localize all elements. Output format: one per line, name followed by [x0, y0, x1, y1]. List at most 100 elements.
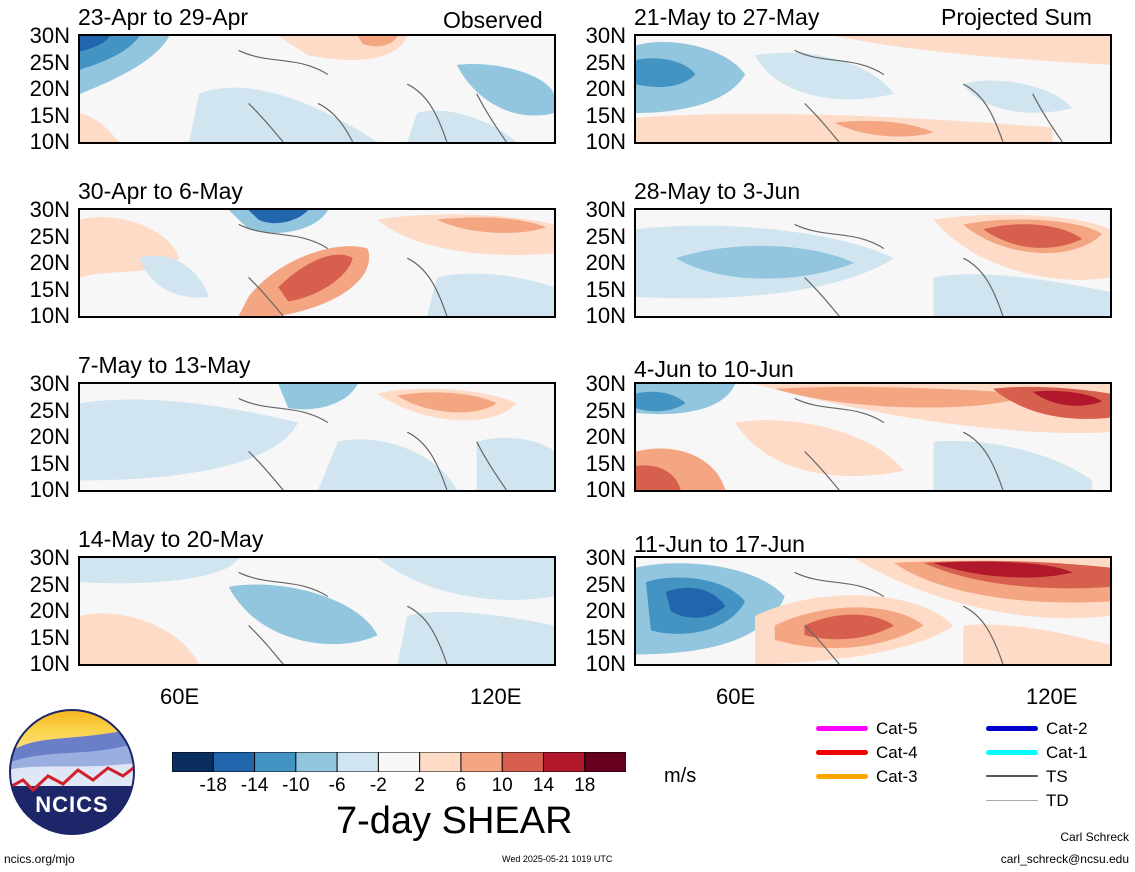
legend-label-ts: TS — [1046, 767, 1068, 786]
legend-label-cat-1: Cat-1 — [1046, 743, 1088, 762]
lat-label-left-4-10n: 10N — [29, 651, 70, 676]
colorbar-tick-label: 14 — [532, 775, 555, 796]
colorbar-tick-label: -18 — [199, 775, 227, 796]
lon-label-60e-right: 60E — [716, 684, 756, 709]
footer-author: Carl Schreck — [1060, 830, 1129, 844]
map-panel-right-4 — [634, 556, 1112, 666]
lat-label-left-2-10n: 10N — [29, 303, 70, 328]
legend-line-cat-5 — [816, 725, 868, 731]
lat-label-right-4-25n: 25N — [585, 571, 626, 597]
colorbar-swatch — [419, 751, 462, 773]
map-panel-right-2 — [634, 208, 1112, 318]
lat-label-right-2-25n: 25N — [585, 223, 626, 249]
colorbar-swatch — [542, 751, 586, 773]
lat-label-left-3-10n: 10N — [29, 477, 70, 502]
lat-label-right-3-20n: 20N — [585, 424, 626, 449]
colorbar-tick-label: 2 — [414, 775, 425, 796]
panel-title-left-4: 14-May to 20-May — [78, 526, 264, 552]
lat-label-left-3-25n: 25N — [29, 397, 70, 423]
map-panel-left-1 — [78, 34, 556, 144]
lat-label-right-4-10n: 10N — [585, 651, 626, 676]
panel-title-right-1: 21-May to 27-May — [634, 4, 820, 30]
footer-email: carl_schreck@ncsu.edu — [1000, 852, 1129, 866]
colorbar-tick-label: 10 — [491, 775, 513, 796]
legend-line-cat-3 — [816, 773, 868, 779]
panel-title-left-3: 7-May to 13-May — [78, 352, 251, 378]
footer-timestamp: Wed 2025-05-21 1019 UTC — [502, 854, 613, 864]
lat-label-right-1-20n: 20N — [585, 76, 626, 101]
colorbar-swatch — [460, 751, 503, 773]
projected-header: Projected Sum — [941, 4, 1092, 30]
lat-label-right-1-15n: 15N — [585, 102, 626, 128]
lat-label-left-4-25n: 25N — [29, 571, 70, 597]
lat-label-right-1-25n: 25N — [585, 49, 626, 75]
lat-label-left-2-15n: 15N — [29, 276, 70, 302]
colorbar-units: m/s — [664, 765, 697, 787]
lat-label-right-3-30n: 30N — [585, 371, 626, 396]
legend-label-cat-2: Cat-2 — [1046, 719, 1088, 738]
colorbar-swatch — [501, 751, 545, 773]
lat-label-left-3-20n: 20N — [29, 424, 70, 449]
lat-label-left-3-15n: 15N — [29, 450, 70, 476]
lat-label-left-1-30n: 30N — [29, 23, 70, 48]
ncics-logo: NCICS — [8, 708, 136, 836]
panel-title-right-3: 4-Jun to 10-Jun — [634, 356, 794, 382]
colorbar-swatch — [254, 751, 297, 773]
panel-title-right-2: 28-May to 3-Jun — [634, 178, 801, 204]
legend-line-ts — [986, 775, 1038, 777]
colorbar-swatch — [377, 751, 421, 773]
legend-line-cat-1 — [986, 749, 1038, 755]
panel-title-right-4: 11-Jun to 17-Jun — [634, 531, 805, 557]
logo-text: NCICS — [35, 792, 109, 817]
lat-label-right-2-10n: 10N — [585, 303, 626, 328]
map-panel-right-1 — [634, 34, 1112, 144]
panel-title-left-1: 23-Apr to 29-Apr — [78, 4, 249, 30]
lat-label-right-3-10n: 10N — [585, 477, 626, 502]
map-panel-left-2 — [78, 208, 556, 318]
legend-line-cat-2 — [986, 725, 1038, 731]
footer-website: ncics.org/mjo — [4, 852, 75, 866]
legend-label-cat-4: Cat-4 — [876, 743, 918, 762]
panel-title-left-2: 30-Apr to 6-May — [78, 178, 243, 204]
lat-label-left-4-20n: 20N — [29, 598, 70, 623]
colorbar-swatch — [212, 751, 256, 773]
lon-label-120e-left: 120E — [470, 684, 522, 709]
lat-label-right-2-15n: 15N — [585, 276, 626, 302]
lat-label-left-1-10n: 10N — [29, 129, 70, 154]
legend-label-cat-5: Cat-5 — [876, 719, 918, 738]
colorbar-swatch — [295, 751, 338, 773]
observed-header: Observed — [443, 7, 543, 33]
lat-label-left-2-30n: 30N — [29, 197, 70, 222]
legend-label-td: TD — [1046, 791, 1069, 810]
legend-line-cat-4 — [816, 749, 868, 755]
lat-label-left-2-25n: 25N — [29, 223, 70, 249]
main-title: 7-day SHEAR — [336, 800, 573, 842]
lat-label-left-3-30n: 30N — [29, 371, 70, 396]
lat-label-right-1-10n: 10N — [585, 129, 626, 154]
map-panel-right-3 — [634, 382, 1112, 492]
lat-label-right-3-25n: 25N — [585, 397, 626, 423]
colorbar-swatch — [584, 751, 627, 773]
lon-label-120e-right: 120E — [1026, 684, 1078, 709]
lat-label-left-1-15n: 15N — [29, 102, 70, 128]
lat-label-right-2-20n: 20N — [585, 250, 626, 275]
colorbar-tick-label: -6 — [328, 775, 346, 796]
lat-label-right-4-30n: 30N — [585, 545, 626, 570]
legend-label-cat-3: Cat-3 — [876, 767, 918, 786]
lat-label-right-3-15n: 15N — [585, 450, 626, 476]
colorbar-tick-label: 6 — [455, 775, 467, 796]
lat-label-left-1-25n: 25N — [29, 49, 70, 75]
map-panel-left-3 — [78, 382, 556, 492]
map-panel-left-4 — [78, 556, 556, 666]
colorbar-swatch — [336, 751, 380, 773]
colorbar — [171, 751, 627, 773]
lat-label-right-2-30n: 30N — [585, 197, 626, 222]
lon-label-60e-left: 60E — [160, 684, 200, 709]
legend-line-td — [986, 799, 1038, 801]
lat-label-left-4-15n: 15N — [29, 624, 70, 650]
colorbar-swatch — [171, 751, 215, 773]
lat-label-right-4-20n: 20N — [585, 598, 626, 623]
lat-label-left-1-20n: 20N — [29, 76, 70, 101]
colorbar-tick-label: -2 — [369, 775, 387, 796]
lat-label-right-1-30n: 30N — [585, 23, 626, 48]
